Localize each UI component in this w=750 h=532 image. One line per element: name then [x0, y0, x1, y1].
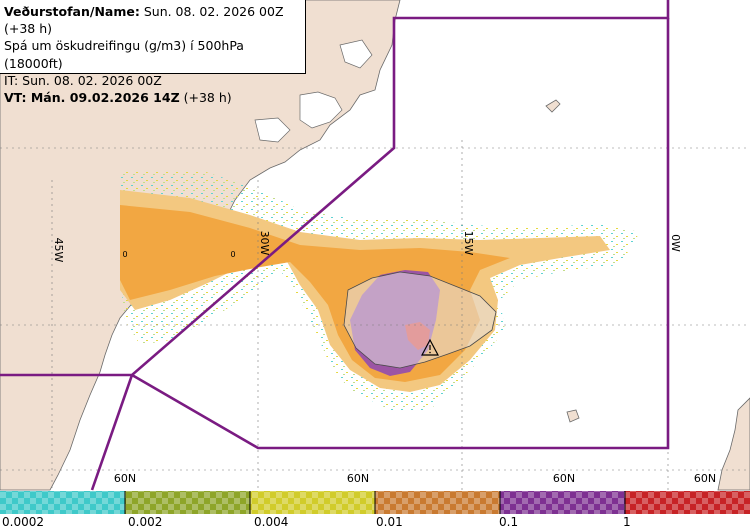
lat-label-3: 60N: [553, 472, 575, 485]
issuer-label: Veðurstofan/Name:: [4, 4, 140, 19]
legend-label-3: 0.004: [254, 515, 289, 529]
info-line-3: IT: Sun. 08. 02. 2026 00Z: [4, 72, 162, 88]
lon-label-30w: 30W: [258, 231, 271, 256]
info-line-1: Veðurstofan/Name: Sun. 08. 02. 2026 00Z …: [4, 3, 301, 37]
island-jan-mayen: [545, 99, 561, 113]
legend-label-4: 0.01: [376, 515, 403, 529]
fir-boundaries: [0, 0, 670, 491]
contour-label-1: 0: [122, 250, 127, 259]
volcano-warning-icon: [421, 338, 439, 356]
lon-label-45w: 45W: [52, 238, 65, 263]
issuer-value: Sun. 08. 02. 2026 00Z (+38 h): [4, 4, 284, 37]
legend-label-6: 1: [623, 515, 631, 529]
valid-time-label: VT: Mán. 09.02.2026 14Z: [4, 90, 180, 106]
forecast-info-box: Veðurstofan/Name: Sun. 08. 02. 2026 00Z …: [0, 0, 306, 105]
lon-label-0w: 0W: [669, 234, 682, 252]
lat-label-4: 60N: [694, 472, 716, 485]
legend-label-5: 0.1: [499, 515, 519, 529]
info-line-2: Spá um öskudreifingu (g/m3) í 500hPa (18…: [4, 38, 244, 71]
norway-coast: [717, 397, 750, 491]
legend-bar: [0, 491, 750, 514]
iceland-outline: [343, 271, 497, 369]
valid-time-value: (+38 h): [179, 90, 232, 106]
contour-label-2: 0: [230, 250, 235, 259]
greenland-fjords: [254, 39, 373, 143]
lon-label-15w: 15W: [462, 231, 475, 256]
lat-label-2: 60N: [347, 472, 369, 485]
legend-label-2: 0.002: [128, 515, 163, 529]
legend-labels: 0.0002 0.002 0.004 0.01 0.1 1: [0, 514, 750, 532]
legend-label-1: 0.0002: [2, 515, 44, 529]
faroe-islands: [566, 409, 580, 423]
lat-label-1: 60N: [114, 472, 136, 485]
info-line-4: VT: Mán. 09.02.2026 14Z (+38 h): [4, 89, 301, 106]
